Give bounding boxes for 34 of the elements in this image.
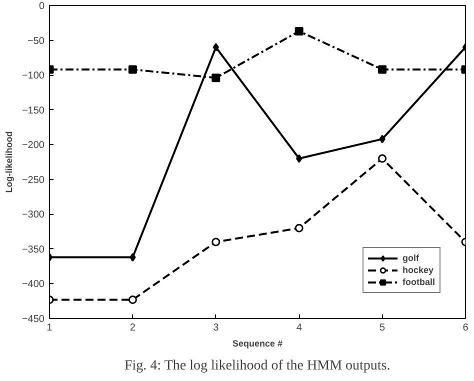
caption: Fig. 4: The log likelihood of the HMM outputs. [124, 358, 390, 374]
x-tick-label: 3 [213, 322, 220, 334]
y-tick-label: −400 [22, 279, 45, 290]
point [379, 134, 386, 144]
y-tick-label: −200 [22, 140, 45, 152]
legend-label: golf [402, 252, 420, 264]
x-tick-label: 2 [130, 322, 136, 334]
point [296, 154, 302, 163]
x-tick-label: 4 [296, 322, 302, 334]
y-tick-label: 0 [38, 1, 45, 12]
y-axis-title: Log-likelihood [4, 131, 14, 193]
point [130, 253, 136, 262]
point [128, 65, 137, 74]
x-axis-title: Sequence # [232, 338, 283, 348]
y-tick-label: −150 [22, 105, 45, 116]
y-tick-label: −450 [22, 314, 45, 325]
point [212, 74, 220, 82]
point [378, 65, 387, 74]
x-tick-label: 1 [46, 322, 53, 334]
point [212, 42, 219, 52]
legend-label: football [402, 276, 435, 288]
x-tick-label: 6 [462, 322, 469, 334]
point [378, 154, 387, 163]
legend-label: hockey [402, 264, 434, 276]
y-tick-label: −50 [28, 36, 45, 47]
point [294, 224, 304, 232]
point [212, 238, 220, 246]
x-tick-label: 5 [380, 322, 386, 334]
y-tick-label: −350 [22, 244, 45, 256]
point [294, 26, 304, 36]
y-tick-label: −300 [22, 210, 45, 221]
y-tick-label: −250 [22, 174, 45, 186]
point [128, 295, 137, 304]
y-tick-label: −100 [22, 70, 45, 82]
